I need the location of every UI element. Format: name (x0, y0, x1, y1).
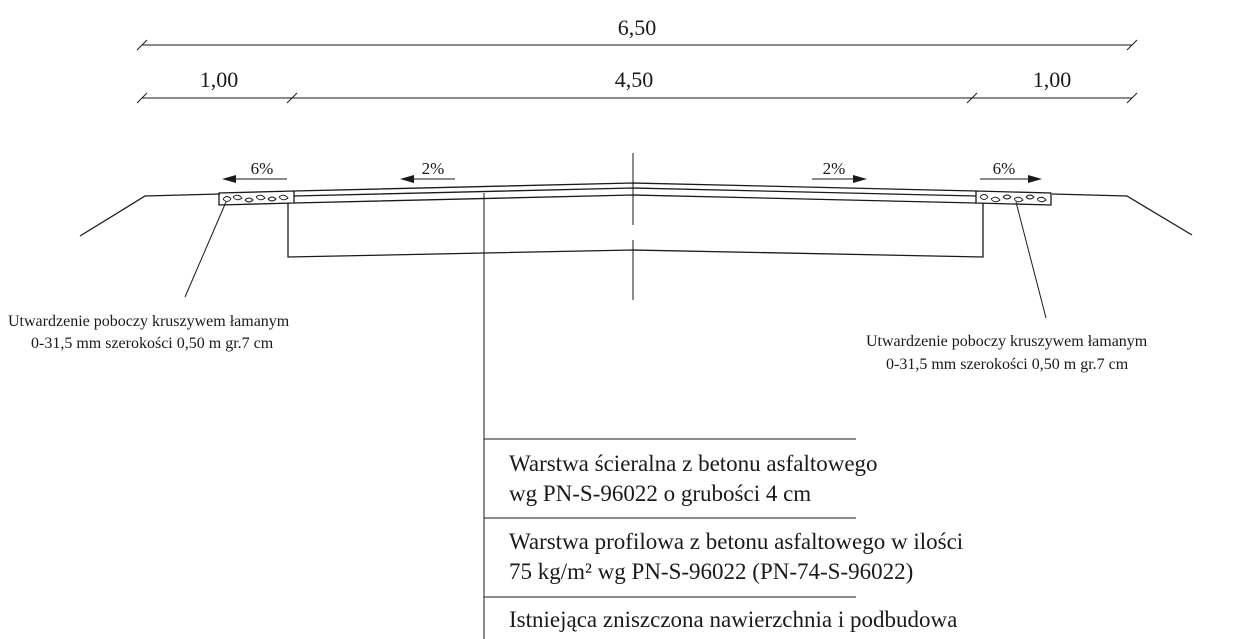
layer-2-line1: Warstwa profilowa z betonu asfaltowego w… (509, 529, 963, 554)
dimension-carriageway-label: 4,50 (615, 67, 654, 92)
slope-left-lane: 2% (400, 159, 455, 183)
wearing-course-bottom (293, 187, 977, 197)
slope-right-lane-label: 2% (823, 159, 846, 178)
right-shoulder-aggregate (975, 190, 1052, 206)
wearing-course-top (293, 182, 977, 192)
left-shoulder-aggregate (218, 190, 295, 206)
left-embankment (79, 193, 221, 237)
left-note-line2: 0-31,5 mm szerokości 0,50 m gr.7 cm (31, 335, 274, 352)
right-note-leader (1015, 201, 1047, 319)
left-note-leader (184, 201, 227, 298)
layer-1-line2: wg PN-S-96022 o grubości 4 cm (509, 481, 811, 506)
dimension-left-shoulder-label: 1,00 (200, 67, 239, 92)
layer-1-line1: Warstwa ścieralna z betonu asfaltowego (509, 451, 878, 476)
slope-left-lane-label: 2% (422, 159, 445, 178)
slope-right-lane: 2% (812, 159, 867, 183)
slope-right-shoulder-label: 6% (993, 159, 1016, 178)
layer-3-line1: Istniejąca zniszczona nawierzchnia i pod… (509, 607, 957, 632)
dimension-parts: 1,00 4,50 1,00 (136, 67, 1138, 104)
cross-section (79, 182, 1193, 258)
dimension-total-label: 6,50 (618, 15, 657, 40)
right-shoulder-note: Utwardzenie poboczy kruszywem łamanym 0-… (866, 333, 1148, 373)
right-note-line2: 0-31,5 mm szerokości 0,50 m gr.7 cm (886, 356, 1129, 373)
layer-legend: Warstwa ścieralna z betonu asfaltowego w… (484, 438, 963, 632)
existing-base-outline (287, 203, 984, 258)
dimension-right-shoulder-label: 1,00 (1033, 67, 1072, 92)
slope-right-shoulder: 6% (980, 159, 1042, 183)
left-shoulder-note: Utwardzenie poboczy kruszywem łamanym 0-… (8, 313, 290, 352)
layer-2-line2: 75 kg/m² wg PN-S-96022 (PN-74-S-96022) (509, 559, 913, 584)
left-note-line1: Utwardzenie poboczy kruszywem łamanym (8, 313, 290, 330)
profiling-course-bottom (293, 194, 977, 204)
right-embankment (1051, 193, 1193, 236)
dimension-total: 6,50 (136, 15, 1138, 51)
slope-left-shoulder-label: 6% (251, 159, 274, 178)
right-note-line1: Utwardzenie poboczy kruszywem łamanym (866, 333, 1148, 350)
slope-left-shoulder: 6% (222, 159, 287, 183)
